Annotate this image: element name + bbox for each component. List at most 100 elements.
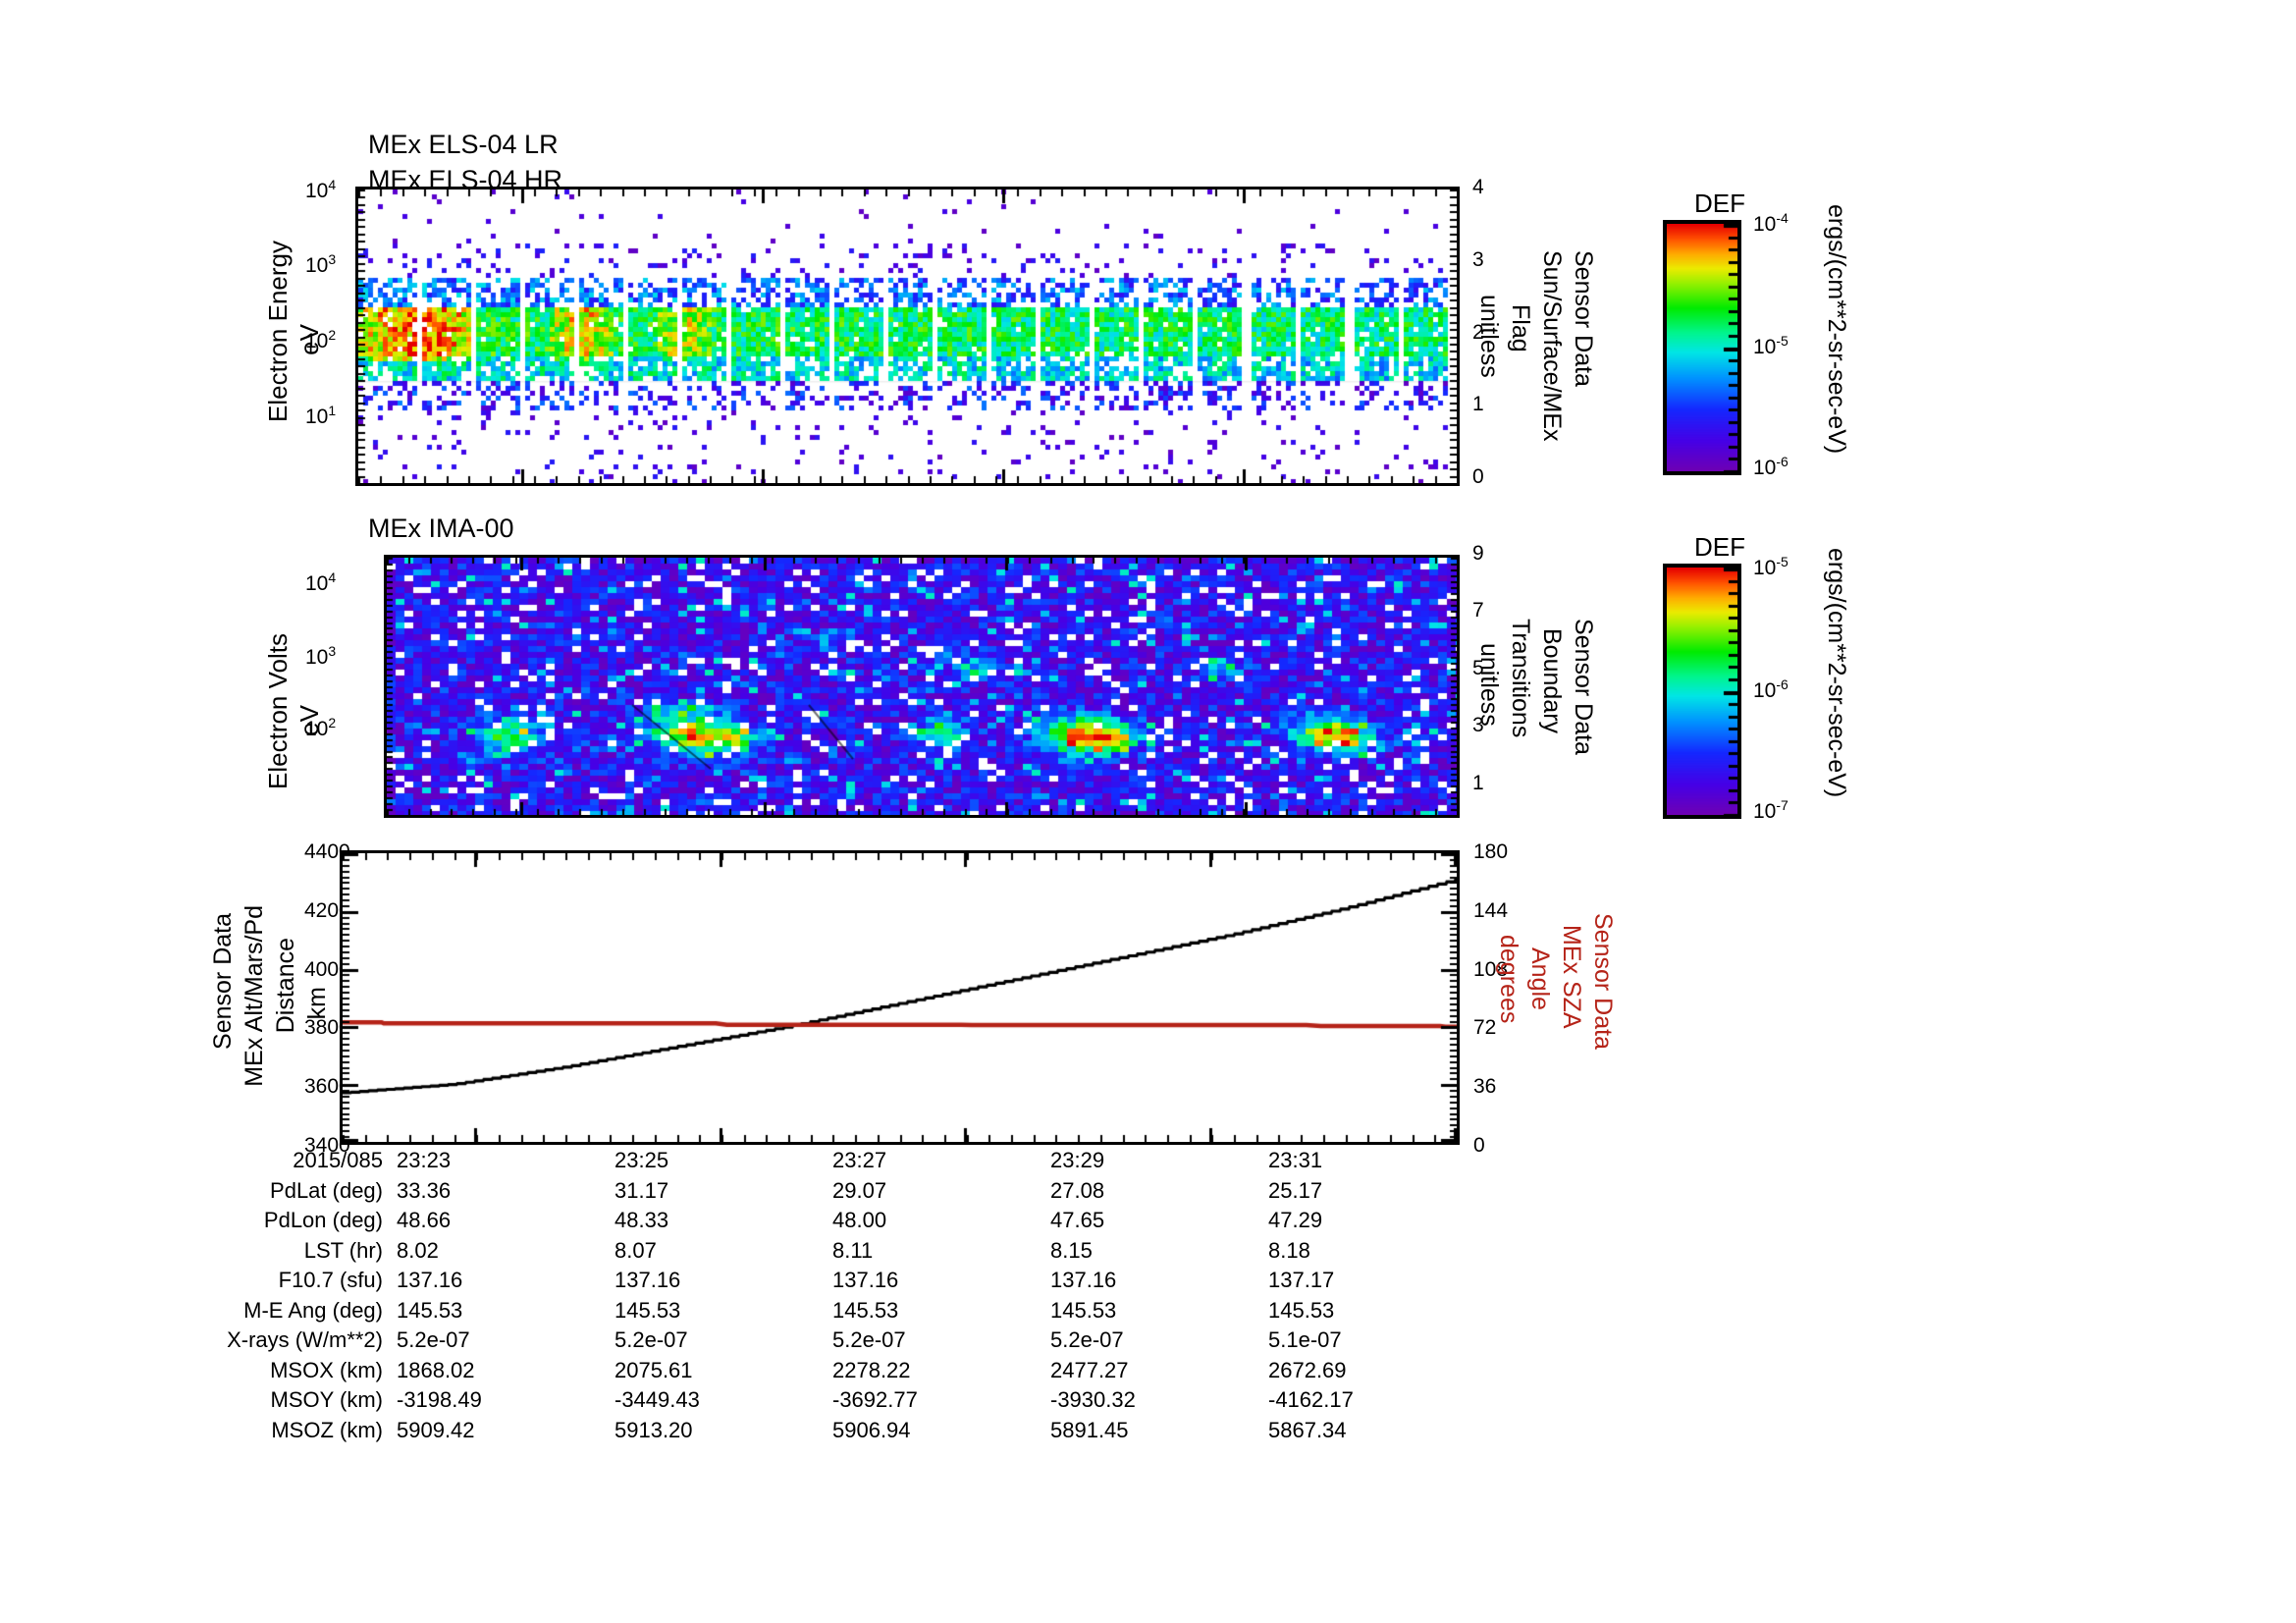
table-cell: 5913.20: [614, 1417, 693, 1442]
panel2-right-axis-label-2: Boundary: [1537, 628, 1566, 733]
panel2-ytick-10e4: 104: [305, 569, 336, 596]
tick-value: 3: [1472, 248, 1484, 271]
label-text: Electron Volts: [263, 633, 293, 789]
tick-value: 0: [1472, 465, 1484, 488]
label-text: MEx SZA: [1558, 925, 1585, 1029]
label-text: Sensor Data: [1570, 250, 1597, 387]
table-cell: 23:29: [1050, 1148, 1105, 1172]
label-text: Sensor Data: [1589, 913, 1617, 1050]
panel1-right-tick-4: 4: [1472, 176, 1484, 199]
table-cell: 2075.61: [614, 1357, 693, 1382]
tick-value: 0: [1473, 1134, 1485, 1157]
table-cell: 47.29: [1268, 1208, 1323, 1232]
table-row-label: MSOZ (km): [271, 1417, 383, 1442]
panel3-plot-area[interactable]: [340, 850, 1460, 1145]
table-cell: 145.53: [1268, 1297, 1335, 1323]
tick-mantissa: 10: [305, 572, 329, 595]
table-cell: -4162.17: [1268, 1387, 1354, 1412]
label-text: degrees: [1495, 935, 1522, 1024]
colorbar2-tick-bottom: 10-7: [1753, 797, 1789, 824]
tick-value: 144: [1473, 899, 1509, 922]
table-cell: 5.2e-07: [1050, 1327, 1124, 1352]
tick-exponent: 4: [328, 569, 337, 585]
table-row: 2015/085 23:23 23:25 23:27 23:29 23:31: [196, 1146, 1486, 1176]
table-cell: 8.18: [1268, 1237, 1310, 1263]
parameter-table: 2015/085 23:23 23:25 23:27 23:29 23:31 PdLat (…: [196, 1146, 1486, 1445]
table-cell: 1868.02: [397, 1357, 475, 1382]
colorbar2-gradient[interactable]: [1663, 564, 1741, 819]
panel2-title: MEx IMA-00: [368, 514, 514, 543]
panel1-left-axis-label: Electron Energy: [263, 241, 294, 422]
colorbar2-title: DEF: [1694, 532, 1745, 562]
panel1-left-axis-label-text: Electron Energy: [263, 241, 293, 422]
table-cell: 23:23: [397, 1148, 452, 1172]
tick-mantissa: 10: [305, 646, 329, 669]
panel3-left-axis-label-3: Distance: [272, 938, 300, 1033]
tick-value: 4200: [304, 899, 350, 922]
panel1-right-axis-label-3: Flag: [1506, 304, 1534, 352]
table-row-label: 2015/085: [293, 1148, 383, 1172]
tick-value: 4000: [304, 958, 350, 981]
tick-exponent: 2: [328, 327, 337, 343]
panel1-plot-area[interactable]: [355, 187, 1460, 486]
panel1-ytick-10e2: 102: [305, 327, 336, 353]
label-text: Boundary: [1538, 628, 1566, 734]
table-cell: 23:31: [1268, 1148, 1323, 1172]
table-cell: 33.36: [397, 1177, 452, 1203]
table-row: X-rays (W/m**2) 5.2e-07 5.2e-07 5.2e-07 5.2e…: [196, 1325, 1486, 1356]
label-text: Distance: [272, 938, 299, 1034]
panel2-right-axis-label-4: unitless: [1474, 643, 1503, 727]
tick-value: 7: [1472, 599, 1484, 622]
label-text: ergs/(cm**2-sr-sec-eV): [1823, 548, 1850, 798]
panel3-right-tick-72: 72: [1473, 1016, 1496, 1040]
tick-mantissa: 10: [305, 718, 329, 740]
tick-exponent: 3: [328, 251, 337, 267]
table-row-label: PdLon (deg): [263, 1208, 383, 1232]
colorbar1-gradient[interactable]: [1663, 220, 1741, 475]
tick-value: 180: [1473, 840, 1509, 863]
label-text: ergs/(cm**2-sr-sec-eV): [1823, 204, 1850, 455]
tick-value: 9: [1472, 542, 1484, 565]
table-row: PdLon (deg) 48.66 48.33 48.00 47.65 47.29: [196, 1206, 1486, 1236]
table-cell: 145.53: [397, 1297, 463, 1323]
tick-exponent: -4: [1776, 210, 1789, 226]
tick-value: 3400: [304, 1134, 350, 1157]
panel1-right-tick-1: 1: [1472, 393, 1484, 416]
table-row: LST (hr) 8.02 8.07 8.11 8.15 8.18: [196, 1236, 1486, 1267]
tick-mantissa: 10: [1753, 679, 1777, 702]
panel3-ytick-3800: 3800: [304, 1016, 350, 1040]
tick-exponent: 2: [328, 715, 337, 730]
tick-mantissa: 10: [1753, 557, 1777, 579]
panel1-ytick-10e3: 103: [305, 251, 336, 278]
table-cell: 31.17: [614, 1177, 669, 1203]
colorbar2-tick-mid: 10-6: [1753, 676, 1789, 703]
panel3-left-axis-label-1: Sensor Data: [209, 913, 238, 1050]
table-cell: 2477.27: [1050, 1357, 1129, 1382]
tick-exponent: -5: [1776, 333, 1789, 349]
table-cell: 137.17: [1268, 1268, 1335, 1292]
table-row-label: MSOX (km): [270, 1357, 383, 1382]
panel1-title-lr: MEx ELS-04 LR: [368, 130, 559, 159]
panel2-plot-area[interactable]: [384, 555, 1460, 818]
table-cell: 23:25: [614, 1148, 669, 1172]
tick-exponent: 4: [328, 177, 337, 192]
panel2-right-tick-5: 5: [1472, 657, 1484, 680]
table-cell: 8.11: [832, 1237, 874, 1263]
tick-mantissa: 10: [305, 254, 329, 277]
table-cell: 8.15: [1050, 1237, 1093, 1263]
tick-value: 1: [1472, 772, 1484, 794]
panel2-right-tick-1: 1: [1472, 772, 1484, 795]
tick-value: 4400: [304, 840, 350, 863]
table-cell: 5909.42: [397, 1417, 475, 1442]
table-cell: 25.17: [1268, 1177, 1323, 1203]
tick-exponent: 3: [328, 643, 337, 659]
table-row: MSOY (km) -3198.49 -3449.43 -3692.77 -3930.3…: [196, 1385, 1486, 1416]
table-cell: 48.00: [832, 1208, 887, 1232]
table-row: PdLat (deg) 33.36 31.17 29.07 27.08 25.17: [196, 1176, 1486, 1207]
table-cell: 5891.45: [1050, 1417, 1129, 1442]
tick-value: 3: [1472, 714, 1484, 736]
colorbar1-tick-top: 10-4: [1753, 210, 1789, 237]
table-cell: 5.2e-07: [614, 1327, 688, 1352]
tick-value: 5: [1472, 657, 1484, 679]
tick-mantissa: 10: [305, 406, 329, 428]
